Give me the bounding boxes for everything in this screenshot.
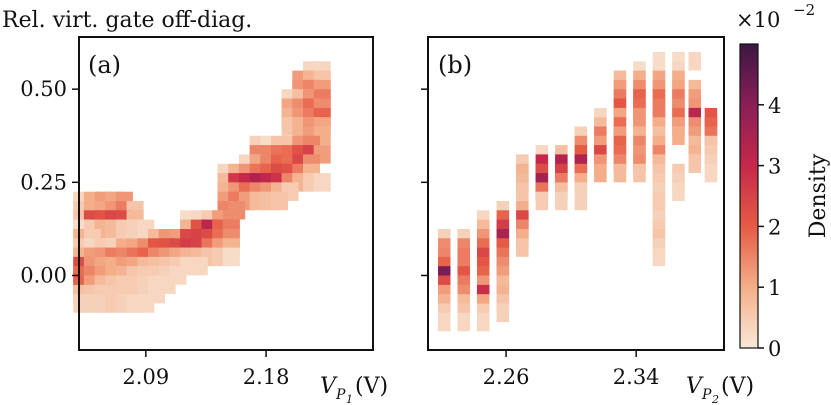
heatmap-cell <box>613 163 627 183</box>
heatmap-cell <box>190 256 208 276</box>
colorbar-tick-label: 2 <box>768 215 781 239</box>
panel-b-x-axis-label: V P 2 (V) <box>686 374 754 405</box>
panel-b-y-ticks <box>421 88 428 277</box>
x-tick-label: 2.26 <box>483 365 530 389</box>
panel-a-label: (a) <box>88 51 121 79</box>
y-tick-label: 0.00 <box>20 263 67 287</box>
x-tick-label: 2.18 <box>243 365 290 389</box>
panel-a-x-axis-label: V P 1 (V) <box>320 374 388 405</box>
heatmap-cell <box>672 126 685 145</box>
heatmap-cell <box>535 191 549 211</box>
heatmap-cell <box>594 163 607 183</box>
panel-a-y-ticks: 0.00 0.25 0.50 <box>20 77 79 287</box>
figure-title: Rel. virt. gate off-diag. <box>2 8 252 33</box>
panel-a-cells <box>73 61 331 313</box>
x-label-unit: (V) <box>721 374 754 399</box>
heatmap-cell <box>516 182 529 201</box>
heatmap-cell <box>313 173 331 192</box>
colorbar-multiplier-exponent: −2 <box>793 1 815 19</box>
colorbar-tick-label: 4 <box>768 94 781 118</box>
x-tick-label: 2.09 <box>122 365 169 389</box>
x-label-sub: P <box>701 387 712 403</box>
y-tick-label: 0.25 <box>20 170 67 194</box>
heatmap-cell <box>652 247 666 267</box>
colorbar-ticks: 0 1 2 3 4 <box>758 94 781 361</box>
heatmap-cell <box>438 312 451 332</box>
colorbar-tick-label: 3 <box>768 155 781 179</box>
heatmap-cell <box>271 191 288 211</box>
colorbar-gradient <box>739 43 759 349</box>
panel-b-frame <box>427 36 725 351</box>
colorbar-multiplier: ×10 <box>736 8 780 32</box>
colorbar-label: Density <box>806 153 831 238</box>
heatmap-cell <box>633 163 646 183</box>
heatmap-cell <box>496 303 510 322</box>
panel-a-x-ticks: 2.09 2.18 <box>122 350 289 389</box>
heatmap-cell <box>222 247 240 267</box>
colorbar-tick-label: 1 <box>768 276 781 300</box>
heatmap-cell <box>555 191 568 211</box>
heatmap-cell <box>137 294 155 313</box>
colorbar: 0 1 2 3 4 ×10 −2 Density <box>736 1 831 361</box>
heatmap-cell <box>688 154 701 173</box>
x-label-sub: P <box>335 387 346 403</box>
x-label-subsub: 1 <box>346 393 353 405</box>
heatmap-cell <box>516 238 529 257</box>
heatmap-cell <box>704 163 718 183</box>
x-label-var: V <box>686 374 704 399</box>
x-tick-label: 2.34 <box>613 365 660 389</box>
heatmap-cell <box>688 52 701 71</box>
x-label-unit: (V) <box>355 374 388 399</box>
y-tick-label: 0.50 <box>20 77 67 101</box>
heatmap-cell <box>457 312 470 332</box>
panel-b-x-ticks: 2.26 2.34 <box>483 350 660 389</box>
x-label-var: V <box>320 374 338 399</box>
panel-a-frame <box>78 36 374 351</box>
panel-b-cells <box>438 52 718 332</box>
heatmap-cell <box>672 182 685 201</box>
panel-a: 0.00 0.25 0.50 2.09 2.18 (a) V P 1 (V) <box>20 36 388 405</box>
panel-b-label: (b) <box>438 51 472 79</box>
heatmap-cell <box>574 191 588 211</box>
heatmap-cell <box>477 312 490 332</box>
x-label-subsub: 2 <box>711 393 719 405</box>
panel-b: 2.26 2.34 (b) V P 2 (V) <box>421 36 754 405</box>
colorbar-tick-label: 0 <box>768 337 781 361</box>
